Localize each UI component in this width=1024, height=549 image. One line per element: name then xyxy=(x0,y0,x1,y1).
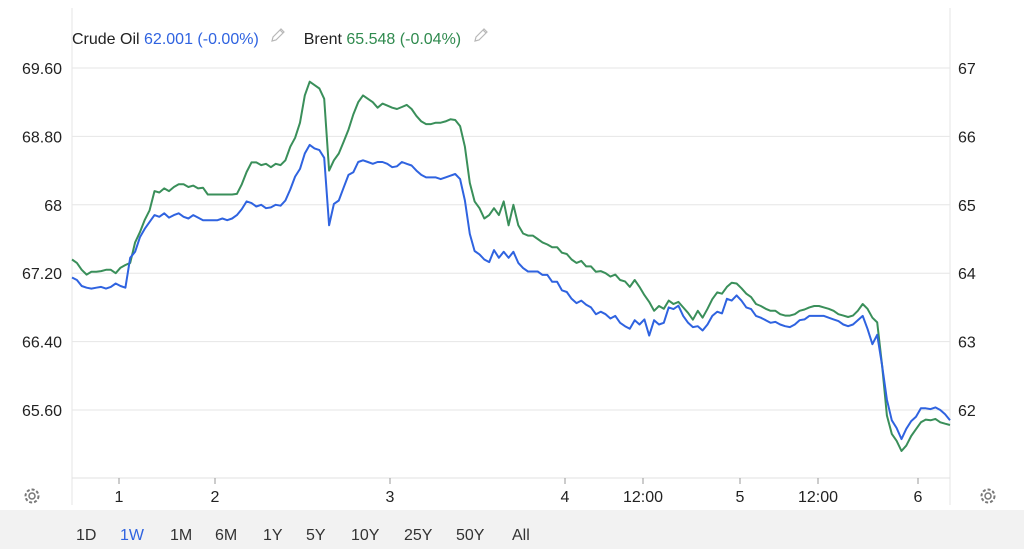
brent-line xyxy=(71,80,951,452)
range-button-5y[interactable]: 5Y xyxy=(306,527,326,544)
x-tick-label: 1 xyxy=(115,489,124,506)
legend-brent-name: Brent xyxy=(303,30,342,48)
x-tick-label: 5 xyxy=(736,489,745,506)
chart-legend: Crude Oil 62.001 (-0.00%) Brent 65.548 (… xyxy=(72,26,502,49)
right-tick-label: 63 xyxy=(958,335,976,352)
x-tick-label: 12:00 xyxy=(623,489,663,506)
range-button-25y[interactable]: 25Y xyxy=(404,527,433,544)
x-tick-label: 2 xyxy=(211,489,220,506)
left-tick-label: 68 xyxy=(44,198,62,215)
range-button-1y[interactable]: 1Y xyxy=(263,527,283,544)
right-tick-label: 67 xyxy=(958,61,976,78)
range-button-1w[interactable]: 1W xyxy=(120,527,144,544)
range-button-1m[interactable]: 1M xyxy=(170,527,193,544)
legend-crude-change: (-0.00%) xyxy=(197,30,259,48)
right-tick-label: 66 xyxy=(958,129,976,146)
range-selector: 1D 1W 1M 6M 1Y 5Y 10Y 25Y 50Y All xyxy=(0,510,1024,549)
x-tick-label: 4 xyxy=(561,489,570,506)
x-tick-label: 3 xyxy=(386,489,395,506)
left-tick-label: 69.60 xyxy=(22,61,62,78)
crude-oil-line xyxy=(71,143,951,441)
range-button-1d[interactable]: 1D xyxy=(76,527,97,544)
legend-brent-value: 65.548 xyxy=(346,30,396,48)
legend-crude-value: 62.001 xyxy=(144,30,193,48)
right-y-axis: 67 66 65 64 63 62 xyxy=(958,61,976,420)
left-tick-label: 68.80 xyxy=(22,129,62,146)
right-tick-label: 62 xyxy=(958,403,976,420)
pencil-icon[interactable] xyxy=(269,26,287,44)
legend-crude-name: Crude Oil xyxy=(72,30,140,48)
right-tick-label: 65 xyxy=(958,198,976,215)
gear-icon[interactable] xyxy=(978,486,998,506)
range-button-10y[interactable]: 10Y xyxy=(351,527,380,544)
range-button-6m[interactable]: 6M xyxy=(215,527,238,544)
x-tick-label: 6 xyxy=(914,489,923,506)
grid-lines xyxy=(71,8,951,505)
gear-icon[interactable] xyxy=(22,486,42,506)
left-tick-label: 66.40 xyxy=(22,335,62,352)
right-tick-label: 64 xyxy=(958,266,976,283)
left-tick-label: 67.20 xyxy=(22,266,62,283)
range-button-50y[interactable]: 50Y xyxy=(456,527,485,544)
series-layer xyxy=(71,80,951,452)
range-button-all[interactable]: All xyxy=(512,527,530,544)
left-tick-label: 65.60 xyxy=(22,403,62,420)
x-tick-label: 12:00 xyxy=(798,489,838,506)
legend-brent-change: (-0.04%) xyxy=(399,30,462,48)
x-axis: 1 2 3 4 12:00 5 12:00 6 xyxy=(115,478,923,506)
left-y-axis: 69.60 68.80 68 67.20 66.40 65.60 xyxy=(22,61,62,420)
pencil-icon[interactable] xyxy=(472,26,490,44)
